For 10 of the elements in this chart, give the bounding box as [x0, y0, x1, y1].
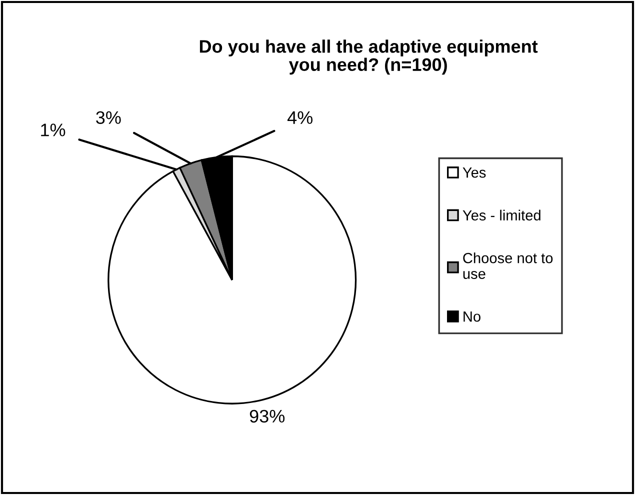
pie-slice	[108, 155, 357, 404]
legend-label: Choose not to use	[463, 252, 553, 279]
legend-label: Yes	[462, 168, 486, 178]
chart-title: Do you have all the adaptive equipment you need? (n=190)	[200, 40, 538, 75]
data-label: 93%	[250, 410, 285, 423]
data-label: 1%	[41, 124, 66, 136]
data-label: 3%	[96, 111, 121, 124]
data-label: 4%	[287, 111, 313, 124]
legend-label: No	[464, 312, 480, 322]
legend-label: Yes - limited	[462, 210, 540, 220]
